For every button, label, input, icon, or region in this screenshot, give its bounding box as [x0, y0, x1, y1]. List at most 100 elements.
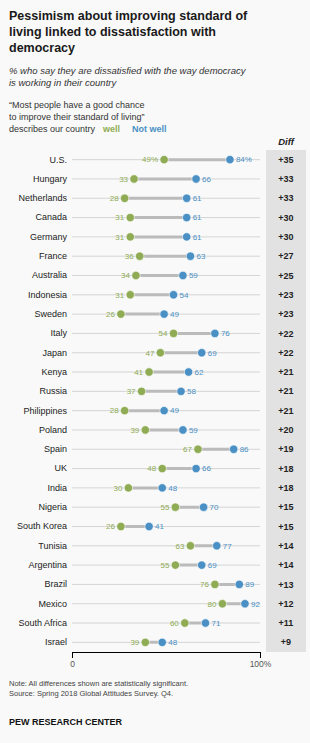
category-label: South Korea: [17, 521, 67, 531]
category-label: Germany: [30, 232, 68, 242]
dot: [145, 522, 153, 530]
dot: [160, 310, 168, 318]
y-tick: Nigeria: [38, 502, 67, 512]
connector: [136, 274, 183, 277]
column-value: +14: [278, 541, 293, 551]
dot: [192, 464, 200, 472]
dot: [158, 464, 166, 472]
column-value: +23: [278, 290, 293, 300]
dot: [156, 349, 164, 357]
dot: [241, 600, 249, 608]
connector: [198, 448, 234, 451]
dot: [126, 213, 134, 221]
y-tick: Tunisia: [38, 541, 67, 551]
legend-entry: Not well: [132, 124, 167, 134]
column-value: +13: [278, 580, 293, 590]
data-label: 61: [193, 194, 202, 203]
y-tick: Germany: [30, 232, 68, 242]
dot: [213, 542, 221, 550]
title-line: living linked to dissatisfaction with: [9, 25, 216, 39]
category-label: Canada: [35, 212, 67, 222]
data-label: 84%: [236, 155, 252, 164]
dot: [126, 291, 134, 299]
column-value: +30: [278, 213, 293, 223]
category-label: Netherlands: [18, 193, 67, 203]
y-axis: U.S.HungaryNetherlandsCanadaGermanyFranc…: [17, 155, 68, 648]
category-label: Philippines: [23, 406, 67, 416]
grid-line: [72, 294, 260, 295]
data-label: 77: [223, 542, 232, 551]
grid-line: [72, 391, 260, 392]
dot: [120, 406, 128, 414]
data-label: 39: [130, 426, 139, 435]
category-label: UK: [54, 463, 67, 473]
column-value: +9: [281, 637, 291, 647]
dot: [141, 638, 149, 646]
data-label: 67: [183, 445, 192, 454]
y-tick: Indonesia: [28, 290, 67, 300]
dot: [158, 638, 166, 646]
grid-line: [72, 256, 260, 257]
dot: [158, 484, 166, 492]
dot: [229, 445, 237, 453]
y-tick: Australia: [32, 270, 67, 280]
data-label: 63: [196, 252, 205, 261]
column-value: +22: [278, 329, 293, 339]
dot: [194, 445, 202, 453]
subtitle: % who say they are dissatisfied with the…: [9, 65, 247, 88]
column-value: +23: [278, 309, 293, 319]
column-value: +21: [278, 406, 293, 416]
data-label: 62: [195, 368, 204, 377]
dot: [182, 194, 190, 202]
data-label: 71: [211, 619, 220, 628]
grid-line: [72, 178, 260, 179]
data-label: 49: [170, 406, 179, 415]
annotation-line: “Most people have a good chance: [9, 100, 145, 110]
column-value: +33: [278, 193, 293, 203]
dot: [179, 426, 187, 434]
category-label: Brazil: [44, 579, 67, 589]
diff-column-bg: [266, 150, 306, 652]
category-label: Argentina: [28, 560, 67, 570]
column-value: +15: [278, 522, 293, 532]
column-value: +25: [278, 271, 293, 281]
dot: [130, 175, 138, 183]
grid-line: [72, 236, 260, 237]
title-line: democracy: [9, 41, 75, 55]
y-tick: Canada: [35, 212, 67, 222]
grid-line: [72, 584, 260, 585]
y-tick: South Korea: [17, 521, 67, 531]
dot: [182, 213, 190, 221]
connector: [149, 371, 188, 374]
subtitle-line: is working in their country: [9, 77, 117, 88]
category-label: U.S.: [49, 155, 67, 165]
y-tick: Spain: [44, 444, 67, 454]
grid-line: [72, 198, 260, 199]
data-label: 69: [208, 349, 217, 358]
connector: [130, 216, 186, 219]
connector: [142, 390, 181, 393]
y-tick: Netherlands: [18, 193, 67, 203]
column-value: +30: [278, 232, 293, 242]
data-label: 49%: [142, 155, 158, 164]
data-label: 55: [160, 561, 169, 570]
x-axis-line: [73, 652, 261, 653]
connector: [164, 158, 230, 161]
x-axis: 0100%: [70, 652, 272, 669]
column-value: +19: [278, 444, 293, 454]
dot: [141, 426, 149, 434]
column-header: Diff: [278, 136, 294, 147]
y-tick: Mexico: [38, 599, 67, 609]
grid-line: [72, 429, 260, 430]
legend-entry: well: [102, 124, 120, 134]
data-label: 37: [127, 387, 136, 396]
y-tick: France: [39, 251, 67, 261]
column-value: +27: [278, 251, 293, 261]
dot: [218, 600, 226, 608]
dot: [177, 387, 185, 395]
category-label: Sweden: [34, 309, 67, 319]
dot: [198, 349, 206, 357]
annotation-line: describes our country: [9, 124, 96, 134]
dot: [124, 484, 132, 492]
data-label: 54: [159, 329, 168, 338]
